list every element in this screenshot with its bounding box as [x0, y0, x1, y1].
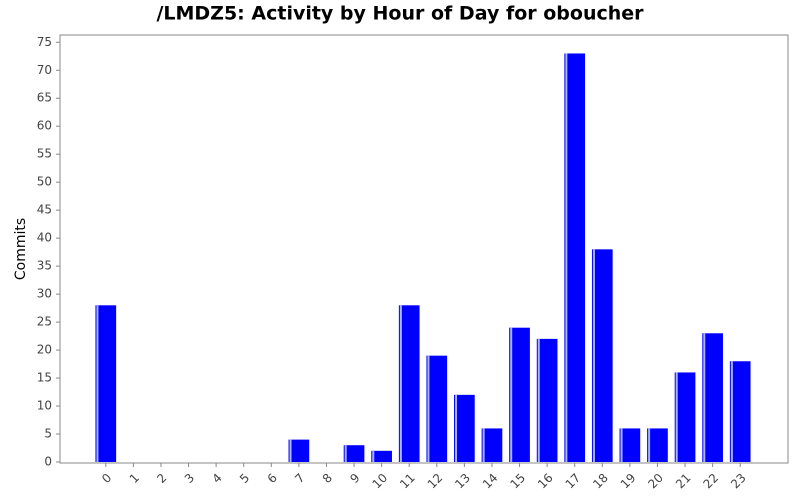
- y-tick-label: 0: [44, 455, 52, 469]
- x-tick-label: 15: [507, 471, 528, 492]
- x-tick-label: 8: [320, 471, 335, 486]
- bar: [481, 428, 503, 462]
- bar-highlight: [592, 249, 595, 462]
- x-tick-label: 16: [535, 471, 556, 492]
- bar-highlight: [399, 305, 402, 462]
- bar: [674, 372, 696, 462]
- y-axis-label: Commits: [13, 218, 29, 280]
- bar: [564, 53, 586, 462]
- bar-highlight: [620, 428, 623, 462]
- x-tick-label: 7: [292, 471, 307, 486]
- x-tick-label: 20: [645, 471, 666, 492]
- x-tick-label: 22: [701, 471, 722, 492]
- bar-highlight: [372, 450, 375, 462]
- bar: [343, 445, 365, 462]
- bar: [454, 394, 475, 462]
- x-tick-label: 19: [618, 471, 639, 492]
- bar: [702, 333, 723, 462]
- x-tick-label: 14: [480, 471, 501, 492]
- x-tick-label: 2: [154, 471, 169, 486]
- y-tick-label: 75: [37, 35, 52, 49]
- x-tick-label: 9: [347, 471, 362, 486]
- y-tick-label: 45: [37, 203, 52, 217]
- bar: [288, 439, 310, 462]
- y-tick-label: 30: [37, 287, 52, 301]
- bar: [619, 428, 641, 462]
- y-tick-label: 10: [37, 399, 52, 413]
- plot-area: [59, 34, 789, 464]
- bar-highlight: [675, 372, 678, 462]
- x-tick-label: 10: [370, 471, 391, 492]
- bar-highlight: [648, 428, 651, 462]
- bar-highlight: [537, 338, 540, 462]
- y-tick-label: 65: [37, 91, 52, 105]
- bar-highlight: [482, 428, 485, 462]
- x-tick-label: 17: [563, 471, 584, 492]
- bar: [536, 338, 558, 462]
- bar: [591, 249, 613, 462]
- y-tick-label: 5: [44, 427, 52, 441]
- x-tick-label: 1: [127, 471, 142, 486]
- bar-highlight: [730, 361, 733, 462]
- x-tick-label: 3: [182, 471, 197, 486]
- x-tick-label: 13: [452, 471, 473, 492]
- y-tick-label: 20: [37, 343, 52, 357]
- bar: [509, 327, 530, 462]
- x-tick-label: 4: [209, 471, 224, 486]
- y-tick-label: 15: [37, 371, 52, 385]
- bar-highlight: [510, 327, 513, 462]
- bar: [398, 305, 420, 462]
- bar-highlight: [344, 445, 347, 462]
- y-tick-label: 55: [37, 147, 52, 161]
- bar-highlight: [455, 394, 458, 462]
- bar-highlight: [96, 305, 99, 462]
- chart-title: /LMDZ5: Activity by Hour of Day for obou…: [156, 3, 644, 25]
- y-tick-label: 70: [37, 63, 52, 77]
- bar: [729, 361, 751, 462]
- y-tick-label: 35: [37, 259, 52, 273]
- y-tick-label: 40: [37, 231, 52, 245]
- bar: [371, 450, 392, 462]
- x-tick-label: 0: [99, 471, 114, 486]
- x-tick-label: 23: [728, 471, 749, 492]
- bar: [426, 355, 448, 462]
- bar: [95, 305, 117, 462]
- x-tick-label: 21: [673, 471, 694, 492]
- y-tick-label: 50: [37, 175, 52, 189]
- y-tick-label: 60: [37, 119, 52, 133]
- x-tick-label: 11: [397, 471, 418, 492]
- x-tick-label: 12: [425, 471, 446, 492]
- bar: [647, 428, 668, 462]
- bar-highlight: [289, 439, 292, 462]
- x-tick-label: 18: [590, 471, 611, 492]
- bar-highlight: [427, 355, 430, 462]
- x-tick-label: 6: [265, 471, 280, 486]
- y-tick-label: 25: [37, 315, 52, 329]
- bar-highlight: [565, 53, 568, 462]
- x-tick-label: 5: [237, 471, 252, 486]
- bar-highlight: [703, 333, 706, 462]
